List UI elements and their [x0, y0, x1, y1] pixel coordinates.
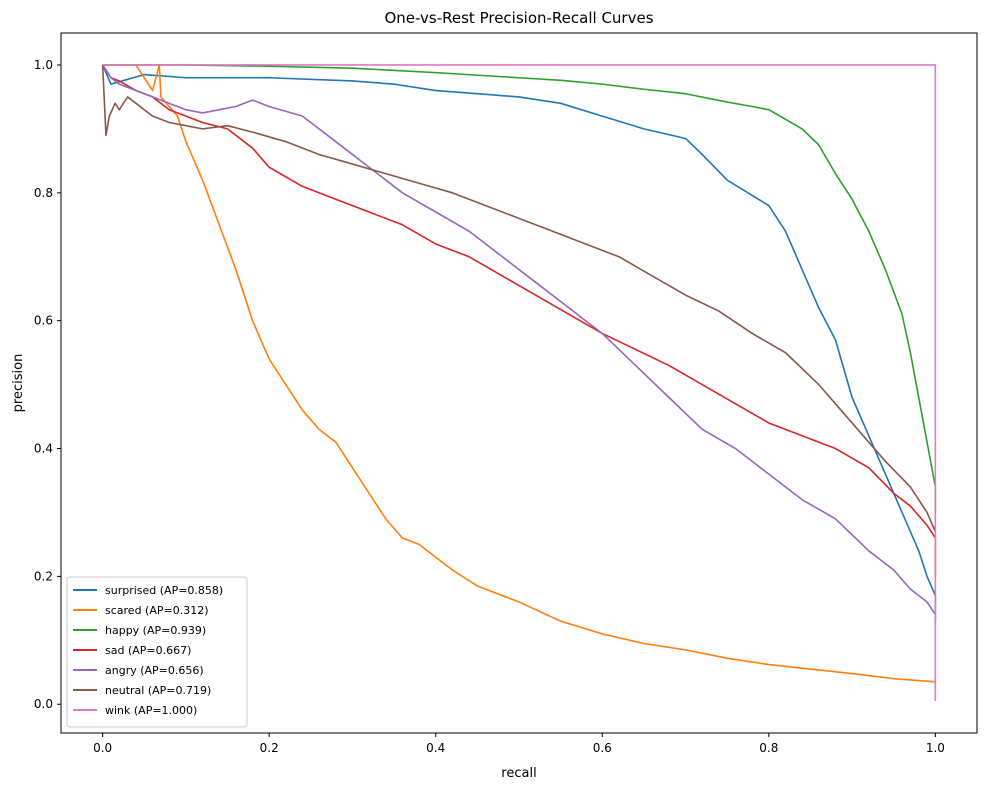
legend-label: sad (AP=0.667)	[105, 644, 191, 657]
legend: surprised (AP=0.858) scared (AP=0.312) hap…	[66, 576, 248, 728]
series-line-1	[102, 64, 936, 683]
series-line-2	[102, 64, 937, 513]
series-line-3	[101, 64, 937, 577]
y-axis-label: precision	[11, 354, 26, 413]
legend-label: wink (AP=1.000)	[105, 704, 197, 717]
series-line-6	[102, 64, 937, 702]
x-tick-label: 0.8	[759, 741, 778, 755]
y-tick-label: 0.2	[34, 569, 53, 583]
x-tick-label: 0.0	[93, 741, 112, 755]
series-line-4	[101, 64, 937, 616]
series-line-5	[101, 64, 937, 532]
x-tick-label: 0.6	[593, 741, 612, 755]
y-tick-label: 0.0	[34, 697, 53, 711]
plot-frame	[60, 32, 978, 734]
legend-label: neutral (AP=0.719)	[105, 684, 211, 697]
y-axis-ticks: 0.0 0.2 0.4 0.6 0.8 1.0	[34, 58, 61, 711]
legend-label: surprised (AP=0.858)	[105, 584, 223, 597]
legend-label: angry (AP=0.656)	[105, 664, 204, 677]
chart-title: One-vs-Rest Precision-Recall Curves	[384, 9, 653, 27]
x-tick-label: 0.4	[426, 741, 445, 755]
series-line-0	[101, 64, 937, 622]
x-axis-ticks: 0.0 0.2 0.4 0.6 0.8 1.0	[93, 733, 945, 755]
y-tick-label: 0.6	[34, 314, 53, 328]
y-tick-label: 1.0	[34, 58, 53, 72]
x-tick-label: 0.2	[260, 741, 279, 755]
series-group	[101, 64, 937, 702]
legend-label: happy (AP=0.939)	[105, 624, 206, 637]
legend-label: scared (AP=0.312)	[105, 604, 209, 617]
y-tick-label: 0.8	[34, 186, 53, 200]
x-tick-label: 1.0	[926, 741, 945, 755]
y-tick-label: 0.4	[34, 442, 53, 456]
x-axis-label: recall	[501, 766, 536, 781]
legend-box	[66, 576, 248, 728]
